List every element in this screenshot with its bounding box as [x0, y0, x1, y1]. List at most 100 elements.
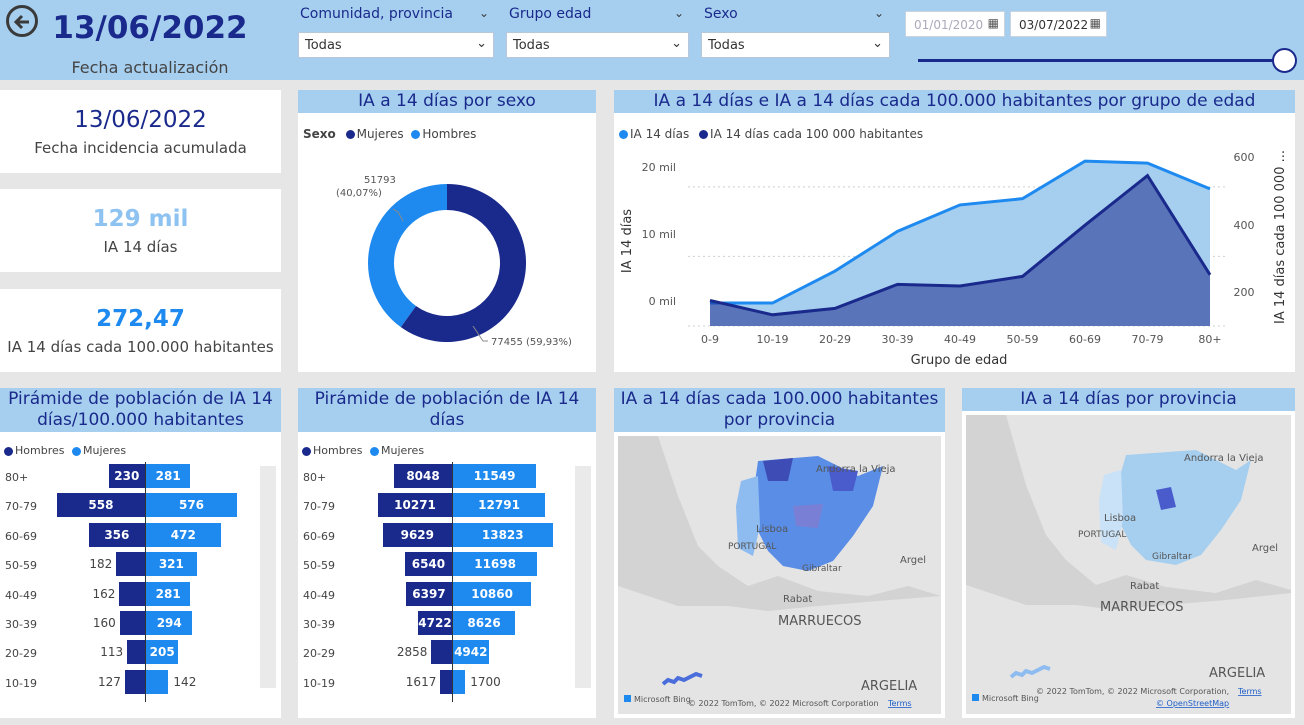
bar-mujeres[interactable]: 11549 — [453, 464, 537, 488]
age-group-label: 80+ — [5, 471, 29, 484]
age-group-label: 40-49 — [303, 588, 335, 602]
map1-canvas[interactable]: Andorra la Vieja Lisboa PORTUGAL Gibralt… — [618, 436, 941, 714]
bar-hombres[interactable] — [431, 640, 452, 665]
map-label: MARRUECOS — [778, 614, 861, 629]
map-label: Argel — [1252, 543, 1278, 554]
legend-item: Mujeres — [380, 444, 425, 457]
bar-hombres[interactable]: 6397 — [405, 581, 452, 606]
pyramid2-title: Pirámide de población de IA 14 días — [298, 388, 596, 432]
back-button[interactable] — [6, 5, 38, 37]
bar-mujeres[interactable]: 294 — [146, 611, 193, 635]
age-group-label: 10-19 — [5, 676, 37, 690]
legend-swatch — [302, 446, 311, 456]
legend-item: Hombres — [15, 444, 65, 457]
bar-mujeres[interactable] — [146, 669, 169, 694]
bar-mujeres[interactable] — [453, 669, 466, 694]
bing-label: Microsoft Bing — [982, 694, 1039, 703]
y2-tick: 400 — [1234, 219, 1255, 232]
map-label: Argel — [900, 555, 926, 566]
x-axis-label: Grupo de edad — [911, 353, 1008, 368]
terms-link[interactable]: Terms — [887, 699, 912, 708]
bar-hombres[interactable] — [127, 640, 145, 665]
age-dropdown[interactable]: Todas ⌄ — [506, 32, 689, 58]
calendar-icon[interactable]: ▦ — [1089, 16, 1101, 30]
sex-dropdown-value: Todas — [708, 38, 745, 53]
bar-mujeres[interactable]: 12791 — [453, 493, 546, 518]
series-line-ia14-100k[interactable] — [709, 173, 1212, 317]
bar-mujeres[interactable]: 4942 — [453, 640, 489, 665]
bar-mujeres[interactable]: 321 — [146, 552, 197, 577]
bar-hombres[interactable]: 4722 — [418, 611, 452, 635]
scrollbar[interactable] — [575, 466, 591, 688]
land-africa — [618, 586, 941, 714]
bar-mujeres[interactable]: 472 — [146, 522, 221, 547]
date-slider-handle[interactable] — [1272, 48, 1297, 73]
age-dropdown-value: Todas — [513, 38, 550, 53]
age-group-label: 20-29 — [303, 647, 335, 661]
y-tick: 10 mil — [642, 228, 676, 241]
donut-slice-mujeres[interactable] — [400, 184, 526, 342]
bar-hombres[interactable]: 9629 — [382, 522, 452, 547]
calendar-icon[interactable]: ▦ — [987, 16, 999, 30]
x-tick: 10-19 — [757, 333, 789, 346]
bar-mujeres[interactable]: 8626 — [453, 611, 516, 635]
series-line-ia14[interactable] — [710, 159, 1211, 305]
map-label: PORTUGAL — [1078, 530, 1126, 540]
map-label: ARGELIA — [1209, 666, 1265, 681]
bar-hombres[interactable]: 230 — [108, 464, 145, 488]
y2-tick: 600 — [1234, 151, 1255, 164]
bar-hombres[interactable]: 558 — [56, 493, 145, 518]
bar-hombres[interactable]: 10271 — [378, 493, 452, 518]
terms-link[interactable]: Terms — [1237, 687, 1262, 696]
date-to-input[interactable]: 03/07/2022 ▦ — [1010, 11, 1107, 37]
bar-hombres[interactable]: 356 — [88, 522, 145, 547]
age-group-label: 10-19 — [303, 676, 335, 690]
x-tick: 30-39 — [882, 333, 914, 346]
bar-hombres[interactable] — [124, 669, 145, 694]
y2-axis-label: IA 14 días cada 100 000 ... — [1273, 150, 1288, 324]
bar-mujeres[interactable]: 13823 — [453, 522, 553, 547]
region-dropdown[interactable]: Todas ⌄ — [298, 32, 494, 58]
update-date: 13/06/2022 — [52, 10, 248, 46]
land-africa — [966, 585, 1291, 714]
bar-hombres[interactable] — [116, 552, 145, 577]
bar-mujeres[interactable]: 576 — [146, 493, 237, 518]
date-slider-track[interactable] — [918, 59, 1278, 62]
age-group-label: 70-79 — [303, 500, 335, 514]
bing-logo-icon — [624, 695, 631, 702]
data-label: 127 — [98, 674, 121, 689]
pyramid1-chart: 80+ 230 281 70-79 558 576 60-69 356 472 50-59 321 1… — [0, 462, 258, 702]
bar-hombres[interactable]: 6540 — [404, 552, 452, 577]
legend-item: IA 14 días — [630, 127, 690, 141]
legend-swatch — [411, 130, 421, 139]
osm-link[interactable]: © OpenStreetMap — [1156, 699, 1229, 708]
bar-hombres[interactable] — [440, 669, 452, 694]
kpi-card-date: 13/06/2022 Fecha incidencia acumulada — [0, 90, 281, 173]
bar-mujeres[interactable]: 205 — [146, 640, 179, 665]
sex-dropdown[interactable]: Todas ⌄ — [701, 32, 890, 58]
donut-legend: Sexo Mujeres Hombres — [303, 127, 476, 141]
bing-logo-icon — [972, 694, 979, 701]
map-label: ARGELIA — [861, 679, 917, 694]
bar-mujeres[interactable]: 281 — [146, 581, 191, 606]
map2-canvas[interactable]: Andorra la Vieja Lisboa PORTUGAL Gibralt… — [966, 415, 1291, 714]
scrollbar[interactable] — [260, 466, 276, 688]
chevron-down-icon[interactable]: ⌄ — [479, 6, 490, 20]
y-tick: 20 mil — [642, 161, 676, 174]
pyramid2-card: Pirámide de población de IA 14 días Homb… — [298, 388, 596, 718]
bar-mujeres[interactable]: 281 — [146, 464, 191, 488]
bar-hombres[interactable] — [119, 581, 145, 606]
pyramid1-legend: Hombres Mujeres — [4, 444, 126, 457]
bar-hombres[interactable] — [119, 611, 145, 635]
chevron-down-icon[interactable]: ⌄ — [874, 6, 885, 20]
donut-slice-hombres[interactable] — [368, 184, 447, 328]
bar-mujeres[interactable]: 10860 — [453, 581, 532, 606]
map-label: Gibraltar — [1152, 552, 1192, 562]
legend-item: Mujeres — [82, 444, 127, 457]
date-from-input[interactable]: 01/01/2020 ▦ — [905, 11, 1005, 37]
bar-mujeres[interactable]: 11698 — [453, 552, 538, 577]
map-label: Lisboa — [756, 524, 788, 535]
chevron-down-icon[interactable]: ⌄ — [674, 6, 685, 20]
chevron-down-icon: ⌄ — [872, 36, 883, 51]
bar-hombres[interactable]: 8048 — [394, 464, 452, 488]
